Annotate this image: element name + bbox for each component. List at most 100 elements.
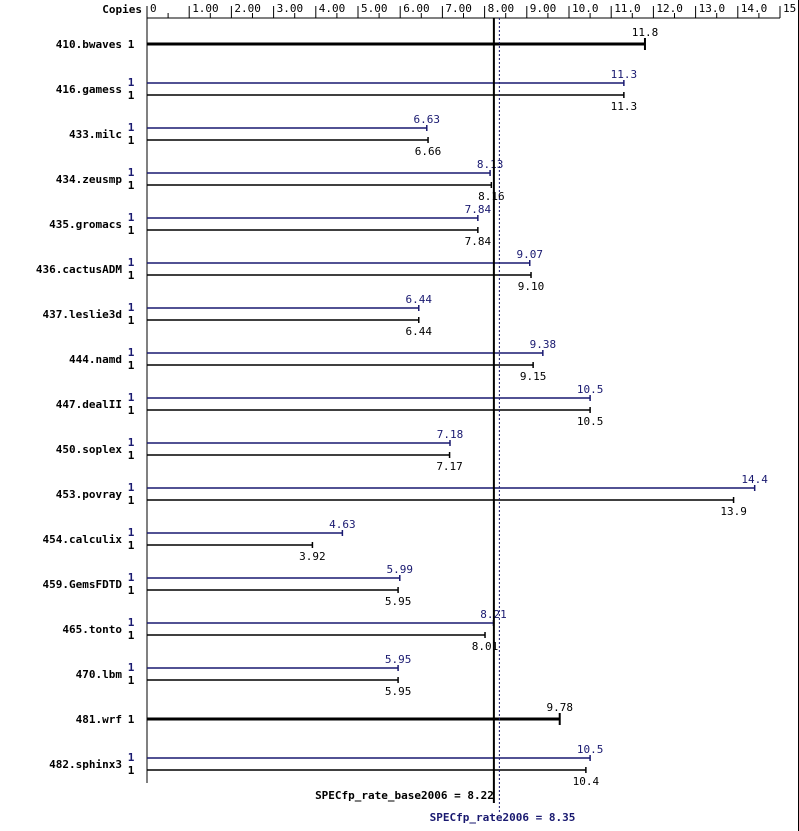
x-tick-label: 14.0 [741, 2, 768, 15]
peak-copies-label: 1 [128, 391, 135, 404]
base-value-label: 8.16 [478, 190, 505, 203]
x-tick-label: 1.00 [192, 2, 219, 15]
peak-copies-label: 1 [128, 301, 135, 314]
peak-value-label: 5.95 [385, 653, 412, 666]
x-tick-label: 11.0 [614, 2, 641, 15]
base-value-label: 9.10 [518, 280, 545, 293]
base-copies-label: 1 [128, 269, 135, 282]
x-tick-label: 3.00 [277, 2, 304, 15]
benchmark-name: 453.povray [56, 488, 123, 501]
base-copies-label: 1 [128, 629, 135, 642]
peak-metric-label: SPECfp_rate2006 = 8.35 [430, 811, 576, 824]
peak-value-label: 9.38 [530, 338, 557, 351]
peak-value-label: 7.84 [465, 203, 492, 216]
x-tick-label: 6.00 [403, 2, 430, 15]
benchmark-name: 410.bwaves [56, 38, 122, 51]
benchmark-name: 482.sphinx3 [49, 758, 122, 771]
base-value-label: 11.3 [611, 100, 638, 113]
base-value-label: 8.01 [472, 640, 499, 653]
peak-copies-label: 1 [128, 121, 135, 134]
peak-copies-label: 1 [128, 436, 135, 449]
x-tick-label: 0 [150, 2, 157, 15]
peak-value-label: 5.99 [387, 563, 414, 576]
base-value-label: 10.5 [577, 415, 604, 428]
base-copies-label: 1 [128, 38, 135, 51]
peak-value-label: 8.13 [477, 158, 504, 171]
benchmark-name: 470.lbm [76, 668, 123, 681]
x-tick-label: 12.0 [656, 2, 683, 15]
x-tick-label: 15.0 [783, 2, 798, 15]
base-copies-label: 1 [128, 404, 135, 417]
base-copies-label: 1 [128, 359, 135, 372]
peak-copies-label: 1 [128, 211, 135, 224]
benchmark-name: 450.soplex [56, 443, 123, 456]
base-value-label: 6.66 [415, 145, 442, 158]
copies-header: Copies [102, 3, 142, 16]
benchmark-name: 444.namd [69, 353, 122, 366]
benchmark-name: 454.calculix [43, 533, 123, 546]
peak-value-label: 14.4 [741, 473, 768, 486]
base-copies-label: 1 [128, 584, 135, 597]
base-copies-label: 1 [128, 314, 135, 327]
base-metric-label: SPECfp_rate_base2006 = 8.22 [315, 789, 494, 802]
base-copies-label: 1 [128, 224, 135, 237]
peak-value-label: 4.63 [329, 518, 356, 531]
peak-value-label: 10.5 [577, 743, 604, 756]
x-tick-label: 7.00 [445, 2, 472, 15]
base-value-label: 5.95 [385, 595, 412, 608]
x-tick-label: 2.00 [234, 2, 261, 15]
base-copies-label: 1 [128, 674, 135, 687]
peak-copies-label: 1 [128, 616, 135, 629]
peak-copies-label: 1 [128, 661, 135, 674]
base-copies-label: 1 [128, 449, 135, 462]
base-copies-label: 1 [128, 494, 135, 507]
x-tick-label: 13.0 [699, 2, 726, 15]
base-value-label: 5.95 [385, 685, 412, 698]
peak-value-label: 10.5 [577, 383, 604, 396]
base-value-label: 3.92 [299, 550, 326, 563]
peak-value-label: 9.07 [517, 248, 544, 261]
peak-value-label: 6.44 [406, 293, 433, 306]
base-value-label: 7.84 [465, 235, 492, 248]
base-copies-label: 1 [128, 89, 135, 102]
benchmark-name: 437.leslie3d [43, 308, 122, 321]
peak-value-label: 7.18 [437, 428, 464, 441]
x-tick-label: 10.0 [572, 2, 599, 15]
base-value-label: 6.44 [406, 325, 433, 338]
peak-copies-label: 1 [128, 481, 135, 494]
peak-copies-label: 1 [128, 166, 135, 179]
peak-copies-label: 1 [128, 751, 135, 764]
x-tick-label: 9.00 [530, 2, 557, 15]
benchmark-name: 416.gamess [56, 83, 122, 96]
x-tick-label: 5.00 [361, 2, 388, 15]
peak-value-label: 6.63 [414, 113, 441, 126]
benchmark-name: 481.wrf [76, 713, 122, 726]
benchmark-name: 434.zeusmp [56, 173, 123, 186]
base-copies-label: 1 [128, 539, 135, 552]
base-value-label: 13.9 [720, 505, 747, 518]
benchmark-name: 435.gromacs [49, 218, 122, 231]
base-copies-label: 1 [128, 179, 135, 192]
peak-copies-label: 1 [128, 526, 135, 539]
x-tick-label: 4.00 [319, 2, 346, 15]
base-value-label: 9.15 [520, 370, 547, 383]
benchmark-name: 459.GemsFDTD [43, 578, 123, 591]
base-copies-label: 1 [128, 764, 135, 777]
base-value-label: 11.8 [632, 26, 659, 39]
benchmark-name: 465.tonto [62, 623, 122, 636]
peak-copies-label: 1 [128, 76, 135, 89]
base-value-label: 7.17 [436, 460, 463, 473]
peak-value-label: 11.3 [611, 68, 638, 81]
peak-copies-label: 1 [128, 256, 135, 269]
benchmark-name: 436.cactusADM [36, 263, 122, 276]
peak-copies-label: 1 [128, 571, 135, 584]
benchmark-name: 447.dealII [56, 398, 122, 411]
peak-copies-label: 1 [128, 346, 135, 359]
x-tick-label: 8.00 [488, 2, 514, 15]
base-value-label: 10.4 [573, 775, 600, 788]
base-copies-label: 1 [128, 713, 135, 726]
benchmark-name: 433.milc [69, 128, 122, 141]
base-value-label: 9.78 [546, 701, 573, 714]
